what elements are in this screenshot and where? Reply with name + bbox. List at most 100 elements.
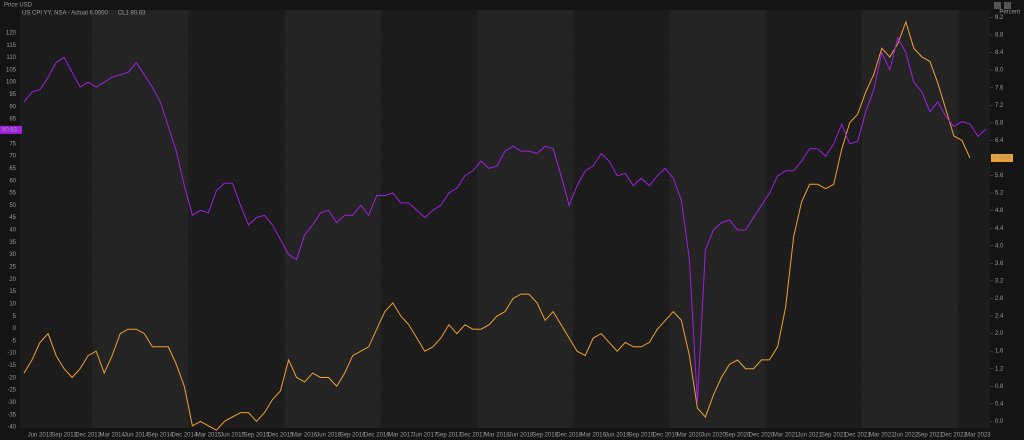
x-tick-label: Jun 2013 [28,433,53,439]
y-tick-label: 90 [9,104,16,110]
y-tick-label: 95 [9,92,16,98]
y2-tick-label: 8.4 [995,50,1004,56]
y-tick-label: -5 [11,338,17,344]
x-tick-label: Jun 2015 [220,433,245,439]
y-tick-label: -10 [7,351,16,357]
y2-tick-label: 0.4 [995,401,1004,407]
y2-tick-label: 7.2 [995,103,1004,109]
y2-tick-label: 9.2 [995,15,1004,21]
x-tick-label: Mar 2018 [484,433,510,439]
y2-tick-label: 7.6 [995,85,1004,91]
x-tick-label: Dec 2015 [268,433,294,439]
x-tick-label: Mar 2023 [965,433,991,439]
x-tick-label: Sep 2021 [821,433,847,439]
x-tick-label: Dec 2016 [364,433,390,439]
x-tick-label: Sep 2015 [244,433,270,439]
x-tick-label: Jun 2018 [509,433,534,439]
y-tick-label: 0 [13,326,17,332]
y-tick-label: 25 [9,264,16,270]
y-tick-label: 10 [9,301,16,307]
legend-entry: US CPI YY, NSA - Actual 6.0000 [22,11,108,17]
bands [20,10,990,428]
x-tick-label: Mar 2017 [388,433,414,439]
x-tick-label: Sep 2018 [532,433,558,439]
x-tick-label: Dec 2020 [749,433,775,439]
x-tick-label: Jun 2014 [124,433,149,439]
x-tick-label: Dec 2019 [652,433,678,439]
y2-tick-label: 6.8 [995,120,1004,126]
value-tag [991,153,1013,162]
x-tick-label: Sep 2020 [725,433,751,439]
x-tick-label: Mar 2015 [196,433,222,439]
y-tick-label: -20 [7,375,16,381]
y-tick-label: 115 [6,43,16,49]
y-tick-label: -30 [7,400,16,406]
x-tick-label: Mar 2021 [773,433,799,439]
y-tick-label: -25 [7,388,16,394]
y-tick-label: 110 [6,55,16,61]
x-tick-label: Mar 2016 [292,433,318,439]
y-tick-label: -35 [7,412,16,418]
y2-tick-label: 4.8 [995,208,1004,214]
y-tick-label: 50 [9,203,16,209]
x-tick-label: Jun 2019 [605,433,630,439]
y2-tick-label: 3.6 [995,261,1004,267]
y-tick-label: 120 [6,30,17,36]
x-tick-label: Jun 2021 [797,433,822,439]
y-axis-label: Price USD [4,3,33,9]
y2-tick-label: 1.2 [995,366,1004,372]
y2-tick-label: 5.6 [995,173,1004,179]
x-tick-label: Dec 2022 [941,433,967,439]
x-tick-label: Dec 2021 [845,433,871,439]
y-tick-label: 40 [9,228,16,234]
x-tick-label: Mar 2022 [869,433,895,439]
y2-tick-label: 0.8 [995,384,1004,390]
x-tick-label: Sep 2013 [51,433,77,439]
x-tick-label: Jun 2022 [893,433,918,439]
y2-tick-label: 5.2 [995,191,1004,197]
y2-tick-label: 8.8 [995,33,1004,39]
band [669,10,766,428]
y2-tick-label: 1.6 [995,349,1004,355]
y2-tick-label: 4.0 [995,243,1004,249]
y-tick-label: 105 [6,67,17,73]
y-tick-label: 60 [9,178,16,184]
y-tick-label: 55 [9,191,16,197]
y2-tick-label: 3.2 [995,278,1004,284]
y-tick-label: -40 [7,425,16,431]
y-tick-label: 45 [9,215,16,221]
toolbar-button[interactable] [994,2,1001,9]
y-tick-label: 65 [9,166,16,172]
y2-tick-label: 0.0 [995,419,1004,425]
y2-tick-label: 2.8 [995,296,1004,302]
y2-tick-label: 2.0 [995,331,1004,337]
value-tag-label: 6.0000 [993,156,1012,162]
x-tick-label: Dec 2017 [460,433,486,439]
y2-axis-label: Percent [999,10,1020,16]
x-tick-label: Jun 2020 [701,433,726,439]
legend-entry: CL1 80.63 [118,11,146,17]
x-tick-label: Dec 2014 [171,433,197,439]
x-tick-label: Sep 2014 [147,433,173,439]
series-line [23,36,987,403]
y2-tick-label: 6.4 [995,138,1004,144]
value-tag-label: 80.63 [2,127,18,133]
y2-tick-label: 8.0 [995,68,1004,74]
y-tick-label: 30 [9,252,16,258]
y2-tick-label: 2.4 [995,314,1004,320]
y-tick-label: 5 [13,314,17,320]
y-tick-label: 100 [6,80,17,86]
y-tick-label: 35 [9,240,16,246]
series-line [23,20,971,431]
band [861,10,958,428]
toolbar-button[interactable] [1004,2,1011,9]
x-tick-label: Mar 2014 [100,433,126,439]
x-tick-label: Mar 2020 [677,433,703,439]
value-tag [0,125,22,134]
y2-tick-label: 4.4 [995,226,1004,232]
y-tick-label: 15 [9,289,16,295]
y-tick-label: 70 [9,154,16,160]
x-tick-label: Mar 2019 [581,433,607,439]
x-tick-label: Sep 2017 [436,433,462,439]
